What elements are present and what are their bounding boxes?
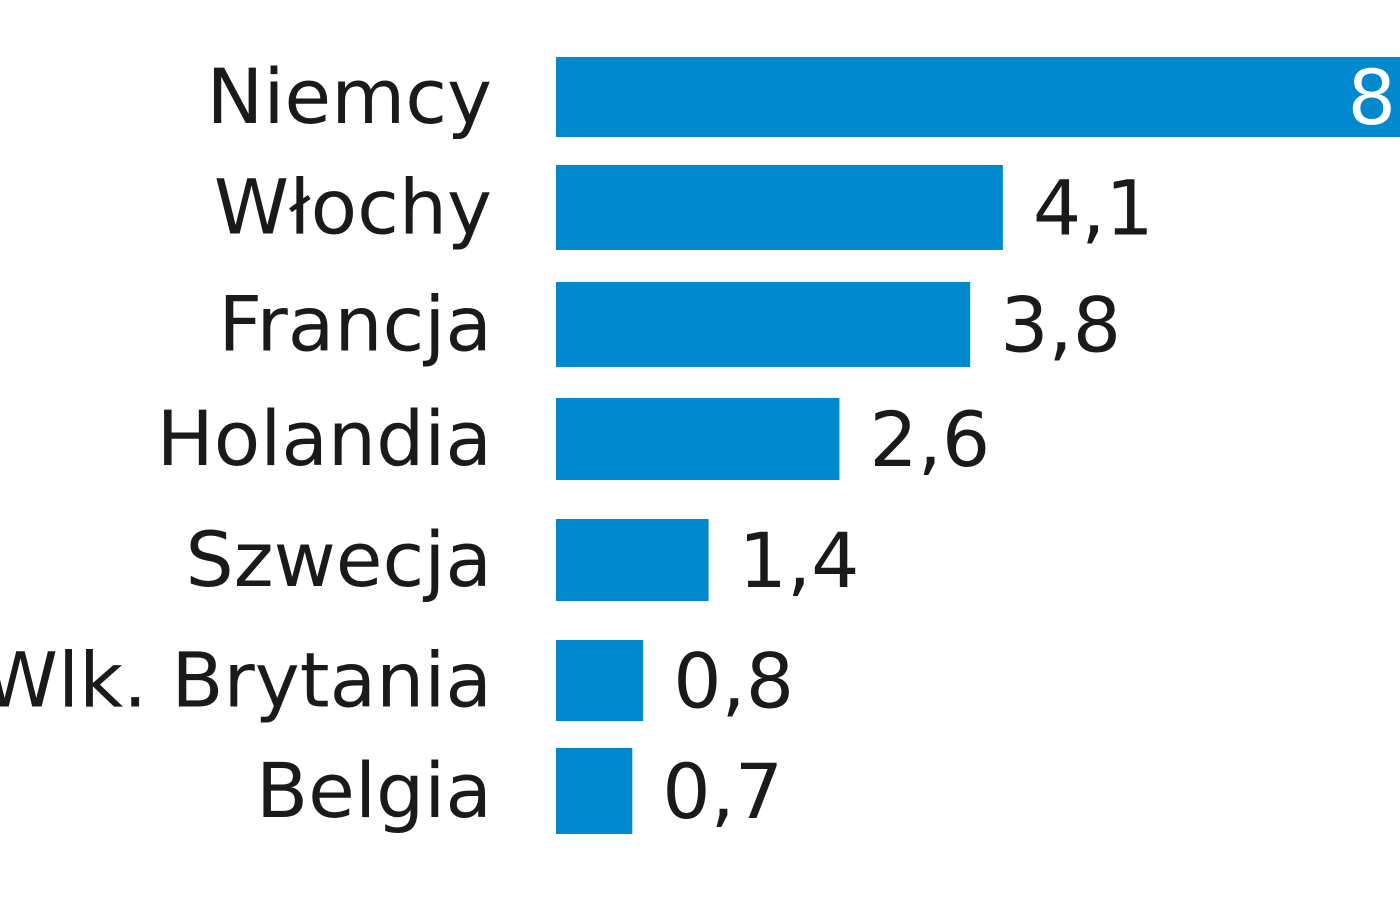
bar <box>556 519 709 601</box>
value-label: 4,1 <box>1033 164 1154 253</box>
category-label: Francja <box>218 280 492 369</box>
bar <box>556 748 633 834</box>
value-label: 8 <box>1348 53 1396 142</box>
category-label: Belgia <box>256 746 492 835</box>
bar <box>556 398 840 480</box>
value-label: 2,6 <box>869 395 990 484</box>
category-label: Szwecja <box>185 515 492 604</box>
bar <box>556 165 1003 250</box>
bar <box>556 57 1400 137</box>
category-label: Włochy <box>214 163 492 252</box>
bar <box>556 640 644 721</box>
category-label: Holandia <box>157 394 492 483</box>
value-label: 0,7 <box>662 747 783 836</box>
bar <box>556 282 971 367</box>
value-label: 1,4 <box>739 516 860 605</box>
value-label: 0,8 <box>673 637 794 726</box>
category-label: Wlk. Brytania <box>0 636 492 725</box>
category-label: Niemcy <box>206 52 492 141</box>
value-label: 3,8 <box>1000 281 1121 370</box>
